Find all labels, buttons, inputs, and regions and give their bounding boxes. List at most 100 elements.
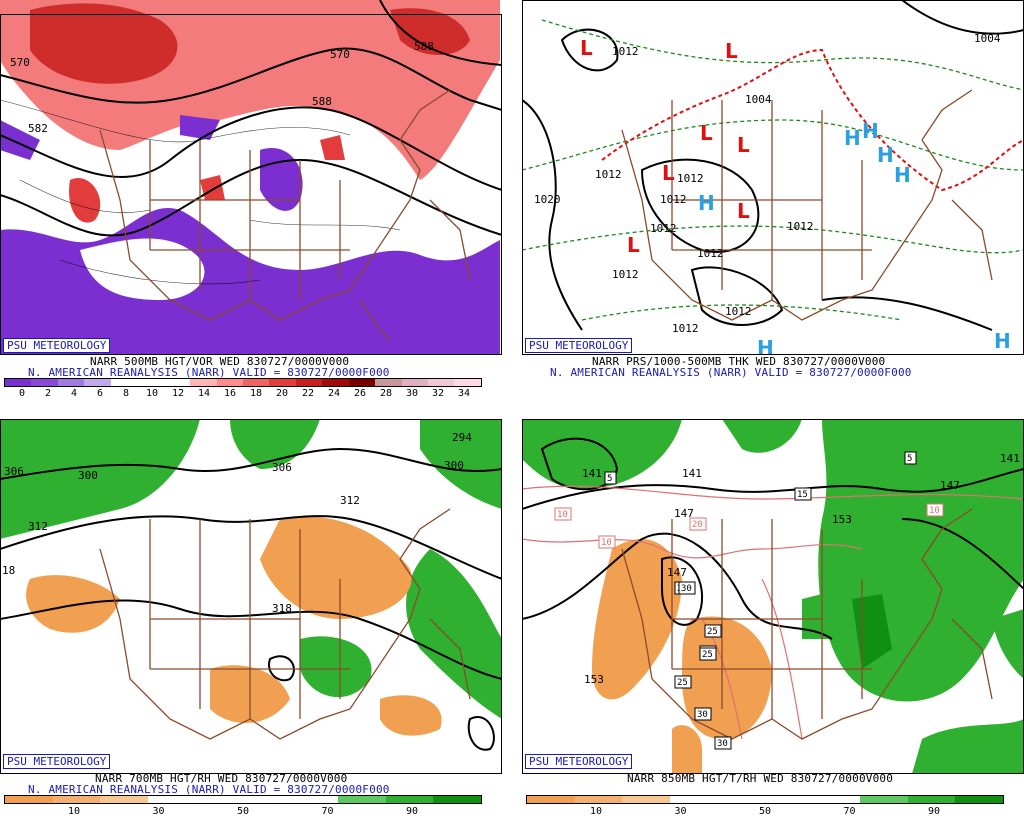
colorbar-tick-label: 30 (405, 388, 419, 399)
contour-label: 1012 (787, 220, 814, 233)
high-pressure-marker: H (894, 163, 911, 187)
low-pressure-marker: L (627, 233, 640, 257)
colorbar-swatch (52, 796, 101, 803)
map-frame (0, 419, 502, 774)
credit-badge: PSU METEOROLOGY (3, 754, 111, 769)
colorbar-tick-label: 8 (122, 388, 130, 399)
colorbar-swatch (269, 379, 296, 386)
credit-badge: PSU METEOROLOGY (3, 338, 111, 353)
panel-700mb-rh: 306 300 306 312 312 318 18 294 300 PSU M… (0, 419, 502, 819)
colorbar-tick-label: 32 (431, 388, 445, 399)
temperature-label: 30 (697, 710, 708, 720)
colorbar-swatch (348, 379, 376, 386)
colorbar-tick-label: 24 (327, 388, 341, 399)
temperature-label: 10 (557, 510, 568, 520)
temperature-label: 30 (681, 584, 692, 594)
temperature-label-box (714, 736, 732, 750)
colorbar-tick-label: 0 (18, 388, 26, 399)
colorbar-swatch (137, 379, 164, 386)
panel-title: NARR PRS/1000-500MB THK WED 830727/0000V… (592, 355, 886, 368)
temperature-label: 10 (929, 506, 940, 516)
colorbar (4, 378, 482, 387)
colorbar-swatch (622, 796, 670, 803)
colorbar-swatch (764, 796, 813, 803)
panel-title: NARR 500MB HGT/VOR WED 830727/0000V000 (90, 355, 350, 368)
high-pressure-marker: H (877, 143, 894, 167)
colorbar-swatch (717, 796, 765, 803)
colorbar-tick-label: 10 (67, 806, 81, 817)
low-pressure-marker: L (737, 133, 750, 157)
panel-subtitle: N. AMERICAN REANALYSIS (NARR) VALID = 83… (28, 783, 390, 796)
colorbar-tick-label: 10 (589, 806, 603, 817)
contour-label: 312 (340, 494, 360, 507)
low-pressure-marker: L (580, 36, 593, 60)
colorbar-swatch (110, 379, 138, 386)
colorbar-swatch (669, 796, 718, 803)
contour-label: 1012 (595, 168, 622, 181)
contour-label: 1012 (612, 268, 639, 281)
low-pressure-marker: L (700, 121, 713, 145)
colorbar-swatch (433, 796, 481, 803)
colorbar-tick-label: 6 (96, 388, 104, 399)
colorbar-swatch (401, 379, 428, 386)
temperature-label-box (604, 471, 617, 485)
colorbar-swatch (147, 796, 196, 803)
panel-subtitle: N. AMERICAN REANALYSIS (NARR) VALID = 83… (28, 366, 390, 379)
contour-label: 300 (444, 459, 464, 472)
colorbar-ticks: 10 30 50 70 90 (4, 806, 482, 818)
contour-label: 306 (4, 465, 24, 478)
contour-label: 1012 (650, 222, 677, 235)
colorbar-swatch (907, 796, 956, 803)
temperature-label: 20 (692, 520, 703, 530)
temperature-label-box (674, 675, 692, 689)
colorbar-ticks: 0 2 4 6 8 10 12 14 16 18 20 22 24 26 28 30 32 34 (4, 388, 482, 400)
temperature-label: 25 (707, 627, 718, 637)
colorbar (4, 795, 482, 804)
temperature-label: 25 (677, 678, 688, 688)
high-pressure-marker: H (862, 119, 879, 143)
colorbar-swatch (322, 379, 349, 386)
temperature-label-box (904, 451, 917, 465)
temperature-label-box (704, 624, 722, 638)
temperature-label-box (598, 535, 616, 549)
credit-badge: PSU METEOROLOGY (525, 754, 633, 769)
colorbar-tick-label: 2 (44, 388, 52, 399)
colorbar-swatch (385, 796, 434, 803)
colorbar-swatch (860, 796, 908, 803)
panel-title: NARR 850MB HGT/T/RH WED 830727/0000V000 (627, 772, 894, 785)
colorbar-tick-label: 20 (275, 388, 289, 399)
panel-500mb-vorticity: 570 582 588 570 588 PSU METEOROLOGY NARR… (0, 0, 502, 400)
map-frame (0, 14, 502, 355)
colorbar-swatch (242, 379, 270, 386)
contour-label: 570 (330, 48, 350, 61)
colorbar-tick-label: 30 (674, 806, 687, 817)
colorbar (526, 795, 1004, 804)
colorbar-swatch (428, 379, 455, 386)
colorbar-tick-label: 90 (927, 806, 941, 817)
colorbar-tick-label: 12 (171, 388, 185, 399)
low-pressure-marker: L (725, 39, 738, 63)
colorbar-tick-label: 50 (758, 806, 772, 817)
temperature-label-box (794, 487, 812, 501)
colorbar-swatch (195, 796, 243, 803)
temperature-label-box (678, 581, 696, 595)
high-pressure-marker: H (757, 336, 774, 355)
panel-subtitle: N. AMERICAN REANALYSIS (NARR) VALID = 83… (550, 366, 912, 379)
contour-label: 318 (272, 602, 292, 615)
colorbar-tick-label: 22 (301, 388, 315, 399)
temperature-label-box (689, 517, 707, 531)
contour-label: 1004 (745, 93, 772, 106)
contour-label: 1012 (660, 193, 687, 206)
contour-label: 1012 (677, 172, 704, 185)
colorbar-swatch (84, 379, 111, 386)
contour-label: 588 (312, 95, 332, 108)
colorbar-swatch (527, 796, 575, 803)
contour-label: 153 (584, 673, 604, 686)
colorbar-tick-label: 70 (843, 806, 856, 817)
panel-pressure-thickness: L L L L L L L H H H H H H H 1012 1004 10… (522, 0, 1024, 400)
contour-label: 300 (78, 469, 98, 482)
contour-label: 1020 (534, 193, 561, 206)
colorbar-tick-label: 90 (405, 806, 419, 817)
colorbar-tick-label: 50 (236, 806, 250, 817)
colorbar-swatch (375, 379, 402, 386)
